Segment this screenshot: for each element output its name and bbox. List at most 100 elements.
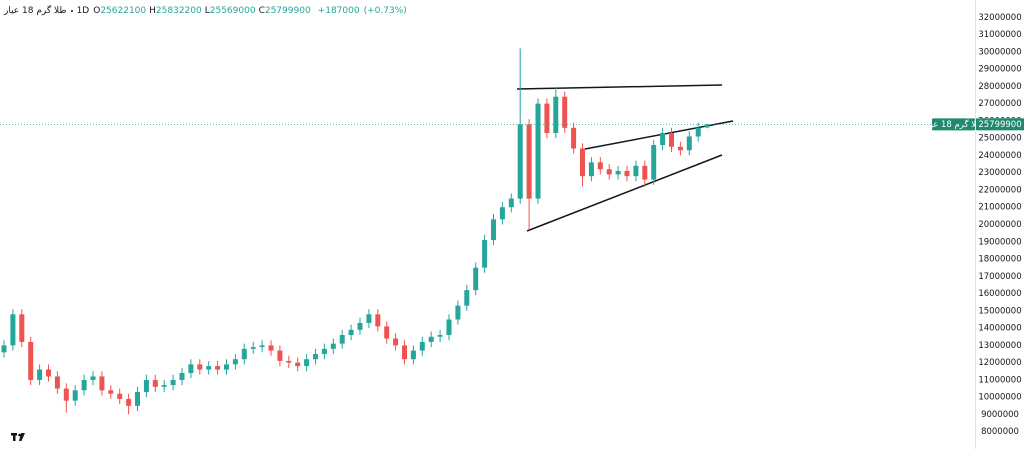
candle-body <box>651 145 657 180</box>
ohlc-key: C <box>258 6 265 16</box>
last-price-tag-box <box>932 118 975 131</box>
tv-logo[interactable] <box>11 433 25 441</box>
y-tick-label: 8000000 <box>981 427 1019 437</box>
candle-body <box>19 314 25 342</box>
y-tick-label: 32000000 <box>978 13 1021 23</box>
candle-body <box>571 127 577 149</box>
candle-body <box>117 393 123 399</box>
candle-body <box>135 392 140 406</box>
y-tick-label: 12000000 <box>978 358 1021 368</box>
y-tick-label: 22000000 <box>978 185 1021 195</box>
trendline[interactable] <box>526 154 723 232</box>
candle-body <box>464 290 470 306</box>
y-tick-label: 16000000 <box>978 289 1021 299</box>
candle-body <box>295 362 301 367</box>
candle-body <box>250 347 256 349</box>
candle-body <box>321 348 327 355</box>
candle-body <box>606 169 612 175</box>
y-tick-label: 11000000 <box>978 375 1021 385</box>
change-pct: (+0.73%) <box>363 6 407 16</box>
candle-body <box>704 124 710 128</box>
y-tick-label: 17000000 <box>978 272 1021 282</box>
candle-body <box>642 165 648 180</box>
candle-body <box>677 146 683 151</box>
candle-body <box>588 162 594 177</box>
interval[interactable]: 1D <box>76 6 90 16</box>
candle-body <box>330 343 336 349</box>
y-tick-label: 20000000 <box>978 220 1021 230</box>
candle-body <box>54 376 60 389</box>
candle-body <box>99 376 105 391</box>
candle-body <box>1 345 7 353</box>
candle-body <box>553 96 559 133</box>
y-tick-label: 24000000 <box>978 151 1021 161</box>
ohlc-key: H <box>149 6 156 16</box>
candle-body <box>313 354 318 360</box>
symbol[interactable]: طلا گرم 18 عیار <box>4 6 67 16</box>
candle-body <box>63 388 69 401</box>
candle-body <box>232 359 238 365</box>
trendline[interactable] <box>584 120 734 150</box>
candle-body <box>46 369 51 377</box>
candle-body <box>419 341 425 351</box>
candle-body <box>660 132 666 146</box>
y-tick-label: 28000000 <box>978 82 1021 92</box>
y-tick-label: 15000000 <box>978 306 1021 316</box>
candle-body <box>241 348 247 360</box>
candle-body <box>224 364 229 370</box>
candle-body <box>446 319 452 336</box>
candle-body <box>366 314 372 323</box>
candle-body <box>339 335 345 344</box>
y-tick-label: 23000000 <box>978 168 1021 178</box>
candle-body <box>597 162 603 170</box>
candle-body <box>206 366 212 370</box>
y-tick-label: 30000000 <box>978 47 1021 57</box>
y-tick-label: 18000000 <box>978 255 1021 265</box>
ohlc: O25622100 H25832200 L25569000 C25799900 <box>93 6 313 16</box>
candle-body <box>437 335 443 337</box>
ohlc-value: 25832200 <box>155 6 202 16</box>
ohlc-item: H25832200 <box>149 6 202 16</box>
candle-body <box>197 364 203 370</box>
y-tick-label: 10000000 <box>978 393 1021 403</box>
candle-body <box>410 350 416 360</box>
candle-body <box>304 359 310 367</box>
candle-body <box>499 207 505 220</box>
candle-body <box>179 373 185 380</box>
separator <box>70 10 73 12</box>
candle-body <box>277 350 283 361</box>
candle-body <box>170 379 176 386</box>
ohlc-key: O <box>93 6 101 16</box>
last-price-label: 25799900 <box>978 120 1021 130</box>
candle-body <box>526 124 532 199</box>
y-tick-label: 21000000 <box>978 203 1021 213</box>
ohlc-value: 25569000 <box>209 6 256 16</box>
candle-body <box>695 127 701 137</box>
candle-body <box>357 322 363 330</box>
legend-header: طلا گرم 18 عیار 1D O25622100 H25832200 L25… <box>4 6 407 16</box>
ohlc-value: 25799900 <box>264 6 311 16</box>
candle-body <box>624 170 630 177</box>
candle-body <box>348 329 354 336</box>
ohlc-item: L25569000 <box>205 6 256 16</box>
candle-body <box>633 165 639 177</box>
candle-body <box>188 364 194 374</box>
y-tick-label: 19000000 <box>978 237 1021 247</box>
y-tick-label: 29000000 <box>978 65 1021 75</box>
candle-body <box>544 103 550 133</box>
candle-body <box>72 390 78 401</box>
y-tick-label: 14000000 <box>978 324 1021 334</box>
candle-body <box>686 136 692 151</box>
candle-body <box>491 219 496 241</box>
candle-body <box>669 132 674 147</box>
candle-body <box>393 338 399 346</box>
candle-body <box>10 314 16 346</box>
candle-body <box>384 326 390 339</box>
trendline[interactable] <box>516 84 723 90</box>
candle-body <box>562 96 568 128</box>
y-tick-label: 9000000 <box>981 410 1019 420</box>
candle-body <box>81 379 87 391</box>
candle-body <box>473 267 479 291</box>
candle-body <box>90 376 96 380</box>
